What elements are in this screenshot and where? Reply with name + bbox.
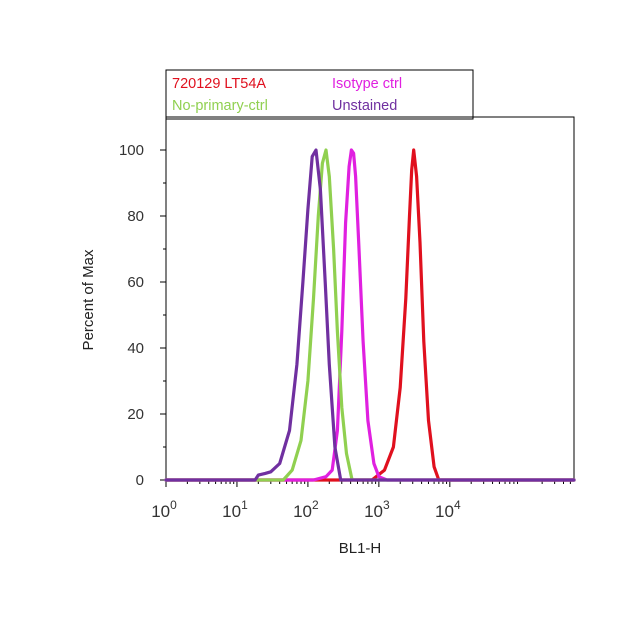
legend-label-series-2: Isotype ctrl (332, 76, 402, 92)
x-tick-label: 100 (151, 498, 177, 521)
y-axis: 0 20 40 60 80 100 (119, 142, 166, 489)
series-layer (164, 148, 576, 482)
legend-label-series-1: 720129 LT54A (172, 76, 266, 92)
series-line-4 (164, 148, 576, 482)
y-tick-label: 80 (127, 208, 144, 225)
x-tick-label: 102 (293, 498, 319, 521)
legend-label-series-3: No-primary-ctrl (172, 98, 268, 114)
y-tick-label: 20 (127, 406, 144, 423)
legend: 720129 LT54A Isotype ctrl No-primary-ctr… (165, 69, 474, 120)
y-tick-label: 100 (119, 142, 144, 159)
y-axis-title: Percent of Max (80, 249, 97, 350)
y-tick-label: 60 (127, 274, 144, 291)
series-line-2 (164, 148, 576, 482)
x-tick-label: 103 (364, 498, 390, 521)
x-tick-label: 101 (222, 498, 248, 521)
y-tick-label: 40 (127, 340, 144, 357)
legend-box (165, 69, 474, 120)
x-axis: 100 101 102 103 104 (151, 480, 571, 521)
series-line-3 (164, 148, 576, 482)
legend-label-series-4: Unstained (332, 98, 397, 114)
x-axis-title: BL1-H (339, 540, 382, 557)
x-tick-label: 104 (435, 498, 461, 521)
series-line-1 (164, 148, 576, 482)
y-tick-label: 0 (136, 472, 144, 489)
